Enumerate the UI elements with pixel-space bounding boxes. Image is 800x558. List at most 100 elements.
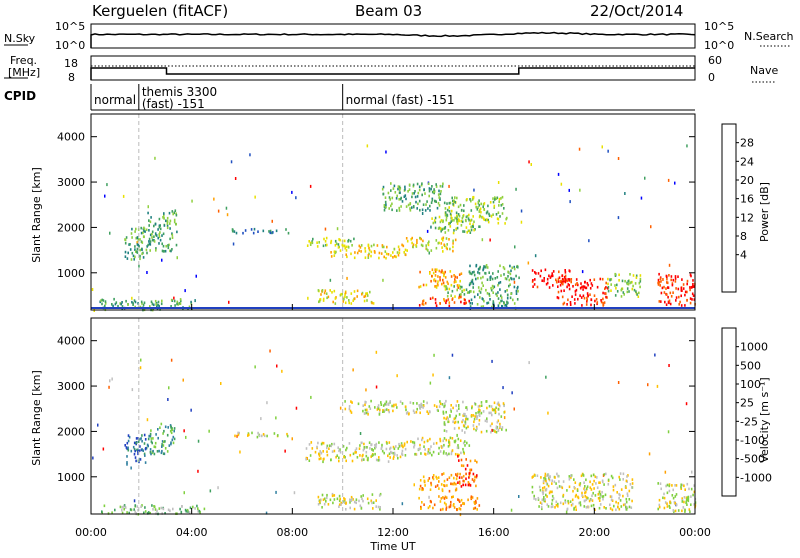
- range-gate-cell: [578, 483, 581, 486]
- range-gate-cell: [497, 270, 499, 273]
- range-gate-cell: [155, 249, 157, 252]
- range-gate-cell: [432, 476, 434, 479]
- range-gate-cell: [400, 205, 402, 208]
- range-gate-cell: [335, 250, 337, 254]
- range-gate-cell: [322, 299, 325, 302]
- range-gate-cell: [414, 452, 416, 456]
- range-gate-cell: [405, 205, 408, 208]
- range-gate-cell: [166, 222, 169, 225]
- range-gate-cell: [401, 200, 404, 203]
- range-gate-cell: [396, 406, 398, 409]
- range-gate-cell: [686, 482, 689, 486]
- range-gate-cell: [368, 246, 370, 250]
- range-gate-cell: [446, 294, 449, 298]
- range-gate-cell: [415, 244, 417, 247]
- range-gate-cell: [667, 286, 669, 289]
- range-gate-cell: [459, 279, 461, 283]
- range-gate-cell: [550, 274, 553, 278]
- range-gate-cell: [440, 190, 442, 193]
- range-gate-cell: [429, 272, 431, 275]
- range-gate-cell: [434, 226, 437, 230]
- range-gate-cell: [137, 243, 140, 247]
- range-gate-cell: [581, 494, 583, 497]
- range-gate-cell: [132, 254, 135, 258]
- range-gate-cell: [545, 493, 547, 497]
- y-tick-label: 3000: [57, 380, 85, 393]
- range-gate-cell: [611, 499, 614, 502]
- range-gate-cell: [460, 504, 462, 507]
- y-tick-label: 2000: [57, 221, 85, 234]
- range-gate-cell: [452, 245, 454, 249]
- range-gate-cell: [170, 305, 172, 308]
- range-gate-cell: [162, 232, 165, 236]
- range-gate-cell: [492, 429, 495, 432]
- range-gate-cell: [469, 264, 471, 268]
- range-gate-cell: [411, 192, 414, 195]
- colorbar-tick-label: 500: [740, 359, 761, 372]
- range-gate-cell: [173, 429, 175, 433]
- range-gate-cell: [331, 442, 333, 446]
- range-gate-cell: [262, 229, 265, 233]
- range-gate-cell: [455, 473, 457, 476]
- range-gate-cell: [532, 279, 534, 282]
- range-gate-cell: [443, 501, 446, 505]
- range-gate-cell: [406, 411, 409, 414]
- range-gate-cell: [584, 488, 586, 492]
- range-gate-cell: [428, 187, 431, 190]
- scatter-cell: [534, 254, 537, 258]
- scatter-cell: [138, 264, 140, 268]
- range-gate-cell: [367, 501, 370, 505]
- range-gate-cell: [179, 507, 181, 511]
- range-gate-cell: [172, 441, 175, 445]
- range-gate-cell: [329, 498, 332, 502]
- range-gate-cell: [498, 412, 500, 416]
- range-gate-cell: [163, 224, 166, 227]
- range-gate-cell: [125, 236, 128, 239]
- range-gate-cell: [467, 498, 469, 502]
- scatter-cell: [513, 280, 516, 284]
- range-gate-cell: [422, 406, 424, 409]
- range-gate-cell: [123, 504, 126, 507]
- range-gate-cell: [537, 496, 540, 500]
- range-gate-cell: [380, 447, 383, 450]
- range-gate-cell: [682, 287, 685, 290]
- range-gate-cell: [670, 278, 672, 282]
- range-gate-cell: [501, 426, 504, 429]
- range-gate-cell: [478, 272, 481, 275]
- range-gate-cell: [431, 453, 433, 457]
- range-gate-cell: [244, 229, 247, 232]
- range-gate-cell: [421, 208, 424, 212]
- range-gate-cell: [454, 216, 456, 220]
- range-gate-cell: [626, 287, 629, 290]
- range-gate-cell: [346, 255, 348, 259]
- range-gate-cell: [629, 483, 632, 486]
- range-gate-cell: [635, 274, 638, 278]
- range-gate-cell: [618, 475, 620, 479]
- range-gate-cell: [326, 444, 329, 448]
- range-gate-cell: [453, 280, 456, 284]
- range-gate-cell: [551, 502, 553, 506]
- range-gate-cell: [247, 434, 249, 437]
- range-gate-cell: [563, 276, 566, 279]
- range-gate-cell: [145, 228, 148, 232]
- range-gate-cell: [349, 239, 352, 243]
- range-gate-cell: [364, 294, 367, 298]
- range-gate-cell: [136, 236, 139, 240]
- range-gate-cell: [510, 292, 512, 295]
- range-gate-cell: [458, 498, 460, 502]
- range-gate-cell: [473, 270, 475, 274]
- range-gate-cell: [402, 244, 405, 248]
- range-gate-cell: [480, 430, 483, 434]
- range-gate-cell: [403, 444, 406, 447]
- range-gate-cell: [378, 413, 381, 416]
- range-gate-cell: [151, 230, 154, 234]
- range-gate-cell: [185, 510, 188, 513]
- range-gate-cell: [668, 274, 670, 277]
- range-gate-cell: [380, 252, 383, 255]
- range-gate-cell: [319, 498, 322, 502]
- range-gate-cell: [129, 248, 132, 251]
- range-gate-cell: [352, 452, 355, 456]
- range-gate-cell: [373, 250, 376, 253]
- range-gate-cell: [570, 476, 572, 479]
- range-gate-cell: [684, 304, 686, 307]
